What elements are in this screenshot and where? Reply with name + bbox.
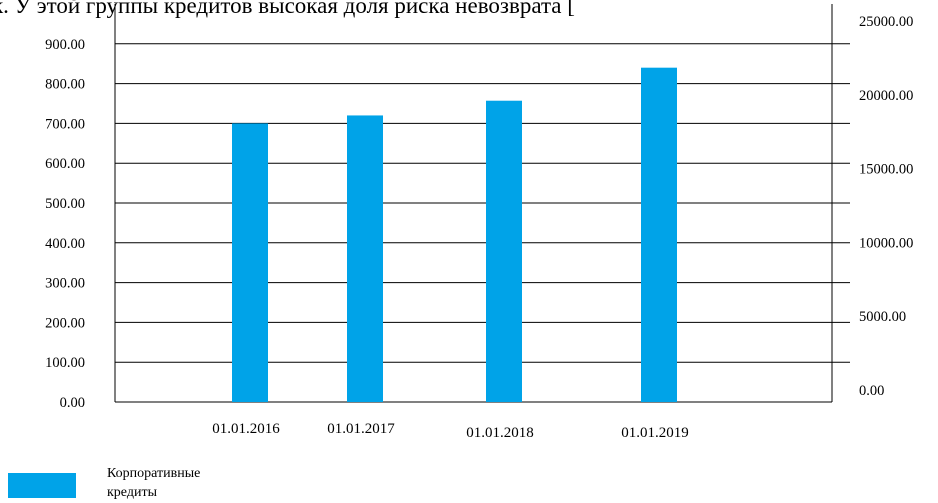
y-tick-label: 700.00 [45,116,85,132]
bar-01.01.2018 [486,100,522,403]
y2-tick-label: 25000.00 [859,14,913,30]
bars [232,67,677,403]
x-tick-label: 01.01.2019 [621,425,689,441]
x-tick-label: 01.01.2016 [212,421,280,437]
gridlines [115,43,850,363]
legend-swatch [8,473,76,498]
bar-01.01.2017 [347,115,383,402]
y-tick-label: 0.00 [60,395,85,411]
x-tick-label: 01.01.2017 [327,421,395,437]
y2-tick-label: 10000.00 [859,235,913,251]
legend: Корпоративные кредиты [8,466,200,500]
y2-tick-label: 15000.00 [859,162,913,178]
y2-tick-label: 20000.00 [859,88,913,104]
y-tick-label: 300.00 [45,276,85,292]
y-tick-label: 900.00 [45,37,85,53]
page-caption-fragment: к. У этой группы кредитов высокая доля р… [0,0,575,18]
y-tick-label: 500.00 [45,196,85,212]
y-tick-label: 200.00 [45,315,85,331]
x-axis-tick-labels: 01.01.2016 01.01.2017 01.01.2018 01.01.2019 [212,421,689,441]
y-tick-label: 400.00 [45,236,85,252]
legend-label-line2: кредиты [107,485,158,500]
bar-01.01.2016 [232,123,268,403]
bar-01.01.2019 [641,67,677,403]
y-tick-label: 100.00 [45,355,85,371]
y2-tick-label: 0.00 [859,383,884,399]
legend-label-line1: Корпоративные [107,466,200,481]
y-tick-label: 800.00 [45,77,85,93]
secondary-y-axis-tick-labels: 0.00 5000.00 10000.00 15000.00 20000.00 25000… [859,14,913,399]
x-tick-label: 01.01.2018 [466,425,534,441]
y-tick-label: 600.00 [45,156,85,172]
y2-tick-label: 5000.00 [859,309,906,325]
y-axis-tick-labels: 0.00 100.00 200.00 300.00 400.00 500.00 600.00… [45,37,85,411]
